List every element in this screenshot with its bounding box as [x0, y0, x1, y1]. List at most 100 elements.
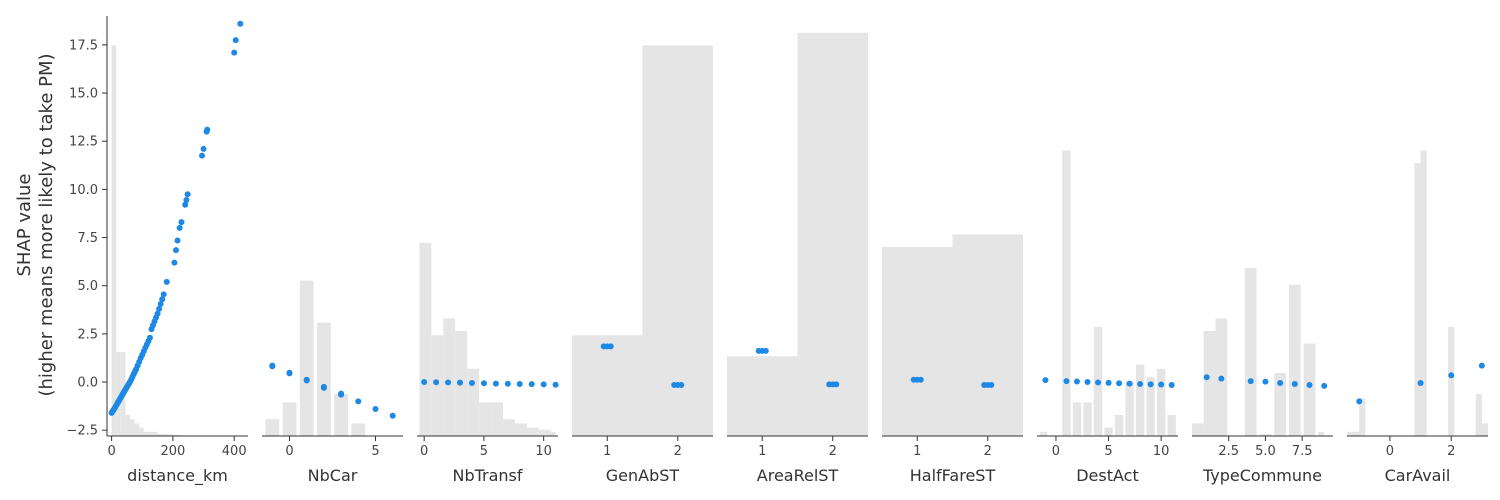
scatter-point — [338, 391, 345, 398]
x-axis-title: DestAct — [1076, 466, 1139, 485]
panel-TypeCommune: 2.5 5.0 7.5 TypeCommune — [1192, 268, 1333, 485]
x-axis-title: GenAbST — [606, 466, 680, 485]
panel-distance_km: 0 200 400 distance_km — [107, 20, 248, 486]
x-tick-label: 0 — [1386, 444, 1394, 459]
y-tick-label: 5.0 — [77, 279, 98, 294]
scatter-point — [1448, 372, 1455, 379]
scatter-point — [1262, 378, 1269, 385]
histogram-bar — [1114, 415, 1124, 436]
scatter-point — [372, 406, 379, 413]
histogram-bar — [1156, 368, 1166, 436]
scatter-point — [178, 219, 185, 226]
histogram-bar — [1288, 284, 1301, 436]
y-tick-label: 12.5 — [69, 135, 98, 150]
x-tick-label: 0 — [285, 444, 293, 459]
y-axis: −2.5 0.0 2.5 5.0 7.5 10.0 12.5 15.0 17.5 — [66, 16, 108, 439]
histogram-bar — [550, 431, 556, 436]
x-axis-title: NbTransf — [452, 466, 522, 485]
scatter-point — [154, 310, 161, 317]
scatter-point — [988, 381, 995, 388]
scatter-point — [286, 370, 293, 377]
histogram-bar — [1192, 423, 1204, 436]
scatter-point — [163, 278, 170, 285]
histogram-bar — [351, 423, 366, 436]
scatter-point — [1306, 381, 1313, 388]
histogram-bar — [514, 423, 527, 436]
histogram-bar — [299, 280, 314, 436]
panel-NbTransf: 0 5 10 NbTransf — [417, 242, 559, 485]
scatter-point — [199, 152, 206, 159]
histogram-bar — [1414, 163, 1421, 436]
x-axis-title: HalfFareST — [910, 466, 996, 485]
histogram-bar — [952, 234, 1023, 436]
histogram-bar — [1146, 377, 1155, 436]
scatter-point — [231, 49, 238, 56]
scatter-point — [1356, 398, 1363, 405]
scatter-point — [1063, 378, 1070, 385]
x-tick-label: 2 — [984, 444, 992, 459]
scatter-point — [421, 379, 428, 386]
scatter-point — [480, 380, 487, 387]
x-tick-label: 1 — [913, 444, 921, 459]
histogram-bar — [1259, 433, 1272, 436]
scatter-point — [1321, 382, 1328, 389]
histogram-bar — [1125, 381, 1134, 436]
x-tick-label: 2 — [674, 444, 682, 459]
scatter-point — [269, 363, 276, 370]
scatter-point — [607, 343, 614, 350]
scatter-point — [1478, 362, 1485, 369]
x-axis-title: TypeCommune — [1202, 466, 1322, 485]
y-tick-label: −2.5 — [66, 424, 98, 439]
scatter-point — [320, 384, 327, 391]
histogram-bar — [1420, 150, 1427, 436]
histogram-bar — [1062, 150, 1071, 436]
histogram-bar — [1448, 326, 1455, 436]
x-tick-label: 10 — [535, 444, 552, 459]
histogram-bar — [162, 433, 167, 436]
panel-GenAbST: 1 2 GenAbST — [572, 45, 713, 485]
scatter-point — [157, 301, 164, 308]
histogram-bar — [443, 318, 456, 436]
scatter-point — [184, 191, 191, 198]
scatter-point — [156, 305, 163, 312]
scatter-point — [183, 196, 190, 203]
histogram-bar — [572, 335, 643, 436]
histogram-bar — [1083, 402, 1092, 436]
x-tick-label: 1 — [603, 444, 611, 459]
scatter-point — [1137, 380, 1144, 387]
panel-NbCar: 0 5 NbCar — [262, 280, 403, 485]
y-tick-label: 2.5 — [77, 327, 98, 342]
histogram-bar — [882, 247, 953, 436]
histogram-bar — [727, 356, 798, 436]
y-tick-label: 15.0 — [69, 87, 98, 102]
scatter-point — [237, 20, 244, 27]
scatter-point — [160, 291, 167, 298]
panel-AreaRelST: 1 2 AreaRelST — [727, 32, 868, 485]
histogram-bar — [1040, 431, 1048, 436]
histogram-bar — [1318, 431, 1325, 436]
x-axis-title: distance_km — [127, 466, 228, 486]
scatter-point — [492, 380, 499, 387]
x-tick-label: 5 — [480, 444, 488, 459]
histogram-bar — [148, 431, 153, 436]
histogram-bar — [526, 427, 539, 436]
histogram-bar — [491, 402, 504, 436]
histogram-bar — [1244, 268, 1257, 436]
panel-CarAvail: 0 2 CarAvail — [1347, 150, 1488, 485]
scatter-point — [1218, 375, 1225, 382]
histogram-bar — [1475, 394, 1482, 436]
histogram-bar — [152, 431, 158, 436]
scatter-point — [1147, 381, 1154, 388]
histogram-bar — [1303, 343, 1316, 436]
scatter-point — [516, 380, 523, 387]
histogram-bar — [797, 32, 868, 437]
scatter-point — [182, 201, 189, 208]
scatter-point — [445, 379, 452, 386]
scatter-point — [1417, 380, 1424, 387]
scatter-point — [833, 381, 840, 388]
scatter-point — [468, 380, 475, 387]
scatter-point — [917, 376, 924, 383]
y-tick-label: 7.5 — [77, 231, 98, 246]
scatter-point — [1168, 381, 1175, 388]
histogram-bar — [334, 394, 348, 436]
